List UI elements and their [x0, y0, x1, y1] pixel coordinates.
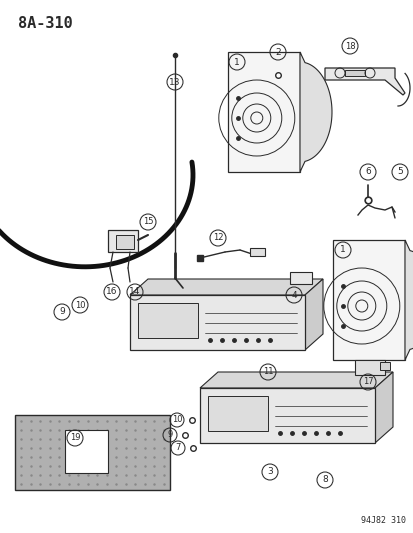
Text: 17: 17 [362, 377, 373, 386]
Text: 94J82 310: 94J82 310 [360, 516, 405, 525]
Text: 8: 8 [321, 475, 327, 484]
Text: 10: 10 [75, 301, 85, 310]
Text: 15: 15 [142, 217, 153, 227]
Text: 4: 4 [290, 290, 296, 300]
Polygon shape [374, 372, 392, 443]
Text: 9: 9 [167, 431, 172, 440]
Bar [15, 415, 170, 490]
Bar [130, 295, 304, 350]
Text: 10: 10 [171, 416, 182, 424]
Bar [108, 230, 138, 252]
Text: 3: 3 [266, 467, 272, 477]
Text: 12: 12 [212, 233, 223, 243]
Text: 5: 5 [396, 167, 402, 176]
Bar [228, 52, 299, 172]
Polygon shape [299, 52, 331, 172]
Text: 19: 19 [69, 433, 80, 442]
Bar [64, 430, 108, 473]
Bar [289, 272, 311, 284]
Bar [116, 235, 134, 249]
Text: 18: 18 [344, 42, 354, 51]
Bar [138, 303, 197, 338]
Polygon shape [404, 240, 413, 360]
Polygon shape [324, 68, 404, 95]
Bar [249, 248, 264, 256]
Text: 11: 11 [262, 367, 273, 376]
Bar [354, 360, 384, 375]
Text: 1: 1 [339, 246, 345, 254]
Text: 8A-310: 8A-310 [18, 16, 73, 31]
Bar [344, 70, 364, 76]
Bar [199, 388, 374, 443]
Text: 13: 13 [169, 77, 180, 86]
Bar [379, 362, 389, 370]
Text: 6: 6 [364, 167, 370, 176]
Text: 7: 7 [175, 443, 180, 453]
Polygon shape [199, 372, 392, 388]
Text: 14: 14 [129, 287, 140, 296]
Polygon shape [304, 279, 322, 350]
Text: 16: 16 [106, 287, 117, 296]
Text: 1: 1 [234, 58, 239, 67]
Text: 2: 2 [275, 47, 280, 56]
Bar [207, 396, 267, 431]
Text: 9: 9 [59, 308, 65, 317]
Polygon shape [130, 279, 322, 295]
Bar [332, 240, 404, 360]
